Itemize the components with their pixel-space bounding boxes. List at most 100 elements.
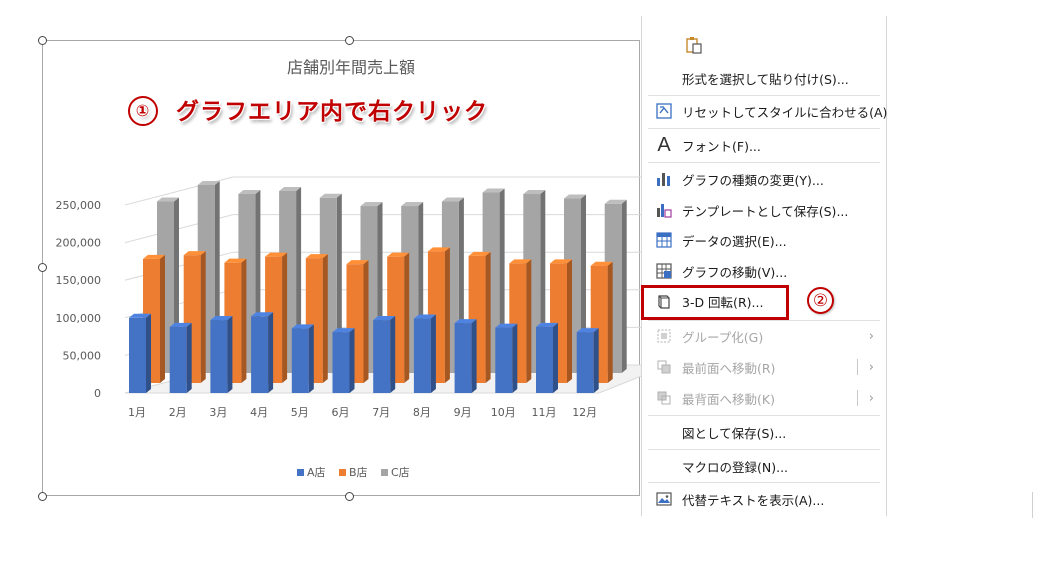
bar-top-B-3 bbox=[224, 258, 247, 263]
bar-A-10 bbox=[495, 327, 513, 393]
bar-side-C-12 bbox=[621, 199, 627, 373]
resize-handle-bottom-left[interactable] bbox=[38, 492, 47, 501]
bar-top-A-9 bbox=[454, 319, 477, 324]
menu-item-label: マクロの登録(N)... bbox=[682, 459, 789, 475]
bar-A-6 bbox=[332, 332, 350, 393]
menu-item-assign-macro[interactable]: マクロの登録(N)... bbox=[642, 451, 886, 481]
bar-top-C-1 bbox=[157, 197, 179, 202]
send-back-icon bbox=[654, 388, 674, 408]
resize-handle-top-left[interactable] bbox=[38, 36, 47, 45]
menu-item-save-as-picture[interactable]: 図として保存(S)... bbox=[642, 417, 886, 447]
bar-side-B-9 bbox=[485, 251, 491, 383]
save-template-icon bbox=[654, 200, 674, 220]
bar-A-7 bbox=[373, 320, 391, 393]
chart-plot[interactable]: 店舗別年間売上額 0 50,000 100,000 150,000 200,000 250,… bbox=[43, 41, 641, 497]
bar-side-B-4 bbox=[282, 252, 288, 383]
bar-side-B-10 bbox=[526, 259, 532, 383]
legend-label: A店 bbox=[307, 465, 326, 479]
bar-side-A-1 bbox=[146, 313, 151, 393]
bar-top-A-3 bbox=[210, 316, 233, 321]
menu-item-label: 3-D 回転(R)... bbox=[682, 294, 764, 310]
bar-top-C-4 bbox=[279, 187, 302, 192]
bar-side-B-3 bbox=[241, 258, 247, 383]
x-tick-label: 7月 bbox=[372, 406, 390, 419]
bar-top-A-10 bbox=[495, 323, 518, 328]
bar-side-A-9 bbox=[471, 319, 477, 393]
menu-item-label: 最前面へ移動(R) bbox=[682, 360, 776, 376]
x-tick-label: 3月 bbox=[209, 406, 227, 419]
step1-number: ① bbox=[128, 95, 158, 126]
menu-item-save-template[interactable]: テンプレートとして保存(S)... bbox=[642, 195, 886, 225]
bar-top-C-8 bbox=[441, 197, 464, 202]
menu-item-send-to-back: 最背面へ移動(K) › bbox=[642, 383, 886, 413]
move-chart-icon bbox=[654, 261, 674, 281]
bar-top-B-10 bbox=[509, 259, 532, 264]
bar-side-A-7 bbox=[390, 316, 396, 393]
menu-item-bring-to-front: 最前面へ移動(R) › bbox=[642, 352, 886, 382]
bar-side-B-8 bbox=[444, 247, 450, 383]
chart-area[interactable]: 店舗別年間売上額 0 50,000 100,000 150,000 200,000 250,… bbox=[42, 40, 641, 497]
bar-A-9 bbox=[454, 323, 472, 393]
menu-item-font[interactable]: A フォント(F)... bbox=[642, 130, 886, 160]
bar-top-C-11 bbox=[564, 194, 586, 199]
bar-top-B-8 bbox=[427, 247, 450, 252]
menu-item-paste-special[interactable]: 形式を選択して貼り付け(S)... bbox=[642, 63, 886, 93]
bar-top-B-2 bbox=[183, 251, 206, 256]
bar-top-B-5 bbox=[305, 254, 328, 259]
bar-side-A-3 bbox=[227, 316, 233, 393]
x-tick-label: 10月 bbox=[491, 406, 516, 419]
menu-item-reset-style[interactable]: リセットしてスタイルに合わせる(A) bbox=[642, 96, 888, 126]
font-a-icon: A bbox=[657, 133, 671, 156]
bar-side-A-10 bbox=[512, 323, 518, 393]
submenu-chevron-icon: › bbox=[868, 359, 874, 375]
submenu-chevron-icon: › bbox=[868, 328, 874, 344]
menu-item-select-data[interactable]: データの選択(E)... bbox=[642, 225, 886, 255]
bar-top-C-3 bbox=[238, 190, 261, 195]
y-tick-label: 100,000 bbox=[56, 312, 102, 325]
bar-top-C-2 bbox=[197, 181, 220, 185]
bar-top-A-7 bbox=[373, 316, 396, 321]
menu-item-label: データの選択(E)... bbox=[682, 233, 787, 249]
step1-text: グラフエリア内で右クリック bbox=[176, 99, 488, 125]
bar-top-C-7 bbox=[401, 202, 424, 207]
x-tick-label: 4月 bbox=[250, 406, 268, 419]
paste-clipboard-icon[interactable] bbox=[684, 35, 704, 55]
y-tick-label: 50,000 bbox=[63, 349, 102, 362]
bar-top-A-6 bbox=[332, 328, 355, 333]
bar-top-A-8 bbox=[413, 314, 436, 319]
bar-side-A-12 bbox=[593, 328, 599, 393]
x-tick-label: 8月 bbox=[413, 406, 431, 419]
bar-A-3 bbox=[210, 320, 228, 393]
bar-side-A-11 bbox=[553, 322, 558, 393]
bar-top-B-1 bbox=[143, 254, 165, 259]
step1-annotation: ① グラフエリア内で右クリック bbox=[128, 92, 488, 128]
bar-top-A-5 bbox=[291, 324, 314, 329]
highlight-box-3d-rotation bbox=[641, 285, 789, 320]
menu-item-label: 形式を選択して貼り付け(S)... bbox=[682, 71, 849, 87]
resize-handle-middle-left[interactable] bbox=[38, 263, 47, 272]
x-tick-label: 11月 bbox=[532, 406, 557, 419]
bar-side-A-2 bbox=[186, 322, 192, 393]
context-menu: 形式を選択して貼り付け(S)... リセットしてスタイルに合わせる(A) A フ… bbox=[641, 16, 887, 516]
menu-item-alt-text[interactable]: 代替テキストを表示(A)... bbox=[642, 484, 886, 514]
resize-handle-top-middle[interactable] bbox=[345, 36, 354, 45]
menu-item-3d-rotation[interactable]: 3-D 回転(R)... bbox=[642, 286, 886, 316]
bar-A-8 bbox=[413, 318, 431, 393]
step2-number: ② bbox=[807, 287, 834, 314]
reset-style-icon bbox=[654, 101, 674, 121]
menu-item-label: グラフの種類の変更(Y)... bbox=[682, 172, 824, 188]
resize-handle-bottom-middle[interactable] bbox=[345, 492, 354, 501]
menu-item-change-chart-type[interactable]: グラフの種類の変更(Y)... bbox=[642, 164, 886, 194]
bar-A-5 bbox=[291, 328, 309, 393]
bar-top-C-10 bbox=[523, 190, 546, 195]
bar-side-B-7 bbox=[404, 252, 410, 383]
legend-label: B店 bbox=[349, 465, 368, 479]
divider bbox=[1032, 492, 1033, 518]
bar-side-B-6 bbox=[363, 260, 369, 383]
y-tick-label: 150,000 bbox=[56, 274, 102, 287]
bar-top-B-6 bbox=[346, 260, 369, 265]
menu-item-label: リセットしてスタイルに合わせる(A) bbox=[682, 104, 888, 120]
bar-top-B-4 bbox=[265, 252, 288, 257]
menu-item-move-chart[interactable]: グラフの移動(V)... bbox=[642, 256, 886, 286]
y-tick-label: 0 bbox=[94, 387, 101, 400]
